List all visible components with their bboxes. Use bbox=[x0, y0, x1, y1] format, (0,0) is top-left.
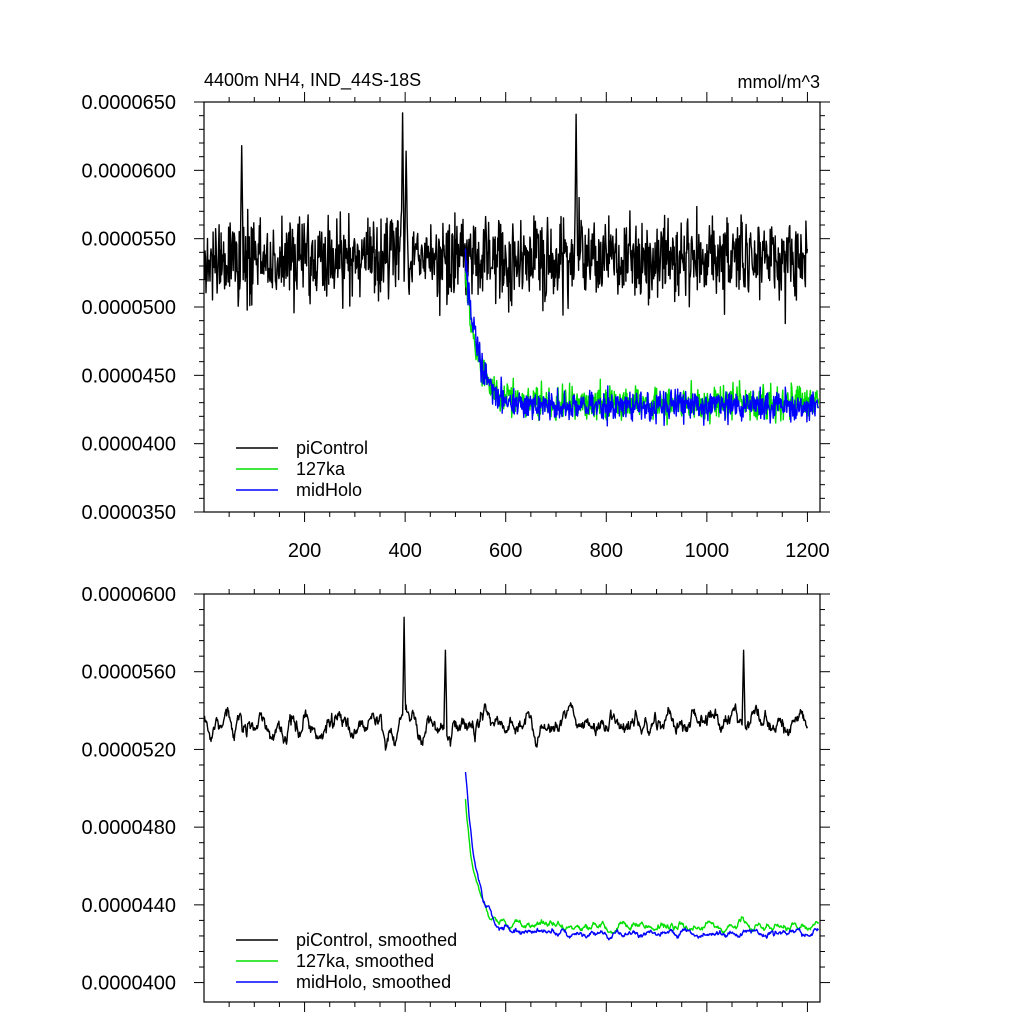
y-tick-label: 0.0000400 bbox=[81, 434, 176, 456]
x-tick-label: 800 bbox=[590, 540, 623, 562]
x-tick-label: 1200 bbox=[785, 540, 830, 562]
smoothed-panel: 0.0000400 0.0000440 0.0000480 0.0000520 0.00… bbox=[81, 584, 830, 1012]
legend-label: 127ka bbox=[296, 459, 346, 479]
y-tick-label: 0.0000450 bbox=[81, 365, 176, 387]
y-tick-label: 0.0000350 bbox=[81, 502, 176, 524]
y-tick-label: 0.0000500 bbox=[81, 297, 176, 319]
series-line-piControl bbox=[204, 112, 809, 325]
y-tick-label: 0.0000480 bbox=[81, 817, 176, 839]
legend-label: 127ka, smoothed bbox=[296, 951, 434, 971]
legend-label: piControl, smoothed bbox=[296, 930, 457, 950]
y-tick-label: 0.0000650 bbox=[81, 92, 176, 114]
series-line-piControl bbox=[204, 616, 809, 751]
x-tick-label: 200 bbox=[288, 540, 321, 562]
y-tick-label: 0.0000550 bbox=[81, 229, 176, 251]
figure-title: 4400m NH4, IND_44S-18S bbox=[204, 70, 421, 91]
raw-panel: 200 400 600 800 1000 1200 0.0000350 0.0000400 0.… bbox=[81, 92, 830, 562]
series-line-127ka bbox=[464, 799, 820, 935]
units-label: mmol/m^3 bbox=[738, 72, 820, 92]
plot-frame bbox=[203, 593, 821, 1003]
legend-label: midHolo, smoothed bbox=[296, 972, 451, 992]
legend-label: midHolo bbox=[296, 480, 362, 500]
y-tick-label: 0.0000520 bbox=[81, 739, 176, 761]
y-tick-label: 0.0000400 bbox=[81, 973, 176, 995]
x-tick-label: 600 bbox=[489, 540, 522, 562]
series-line-midHolo bbox=[464, 248, 820, 427]
y-tick-label: 0.0000440 bbox=[81, 895, 176, 917]
y-tick-label: 0.0000600 bbox=[81, 584, 176, 606]
legend-label: piControl bbox=[296, 438, 368, 458]
series-line-midHolo bbox=[464, 771, 820, 941]
y-tick-label: 0.0000600 bbox=[81, 160, 176, 182]
y-tick-label: 0.0000560 bbox=[81, 662, 176, 684]
x-tick-label: 400 bbox=[388, 540, 421, 562]
x-tick-label: 1000 bbox=[685, 540, 730, 562]
